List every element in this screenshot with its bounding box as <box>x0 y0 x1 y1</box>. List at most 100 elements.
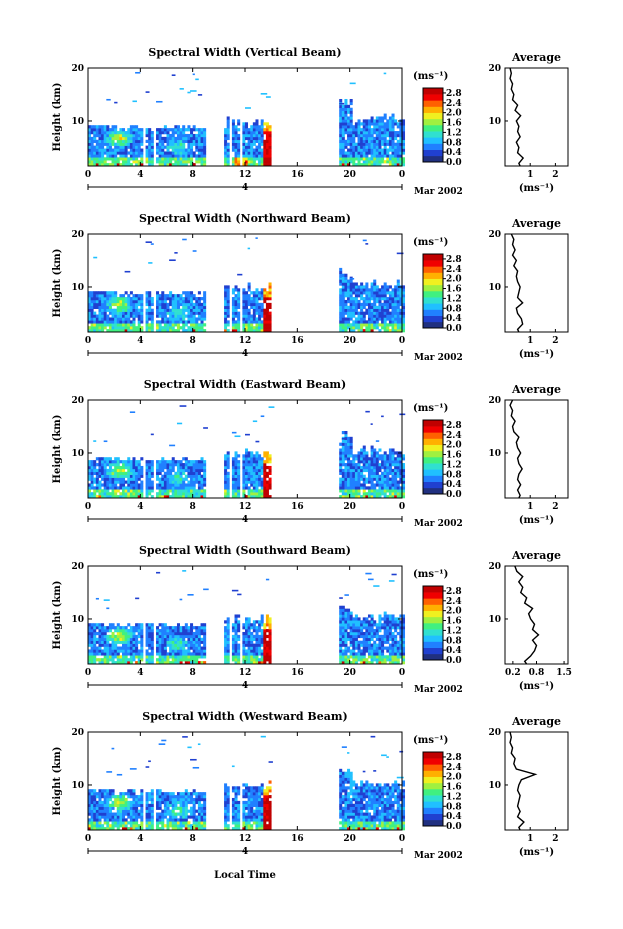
heatmap-cell <box>265 652 269 656</box>
heatmap-cell <box>145 652 149 656</box>
heatmap-cell <box>367 294 371 298</box>
heatmap-cell <box>399 288 403 292</box>
heatmap-cell <box>339 320 343 324</box>
heatmap-cell <box>116 133 120 138</box>
heatmap-cell <box>245 451 249 455</box>
heatmap-cell <box>367 131 371 135</box>
heatmap-cell <box>200 329 204 333</box>
heatmap-cell <box>114 291 118 295</box>
heatmap-cell <box>341 637 345 641</box>
heatmap-cell <box>200 655 204 659</box>
heatmap-cell <box>158 652 162 656</box>
heatmap-cell <box>98 163 102 167</box>
heatmap-cell <box>197 652 201 656</box>
heatmap-cell <box>265 294 269 298</box>
heatmap-cell <box>258 320 262 324</box>
heatmap-cell <box>90 125 94 129</box>
heatmap-cell <box>347 107 351 111</box>
heatmap-cell <box>357 314 361 318</box>
heatmap-cell <box>360 623 364 627</box>
heatmap-cell <box>367 163 371 167</box>
heatmap-cell <box>378 617 382 621</box>
heatmap-cell <box>381 623 385 627</box>
heatmap-cell <box>106 302 110 307</box>
heatmap-cell <box>103 320 107 324</box>
heatmap-cell <box>357 465 361 470</box>
heatmap-cell <box>93 291 97 295</box>
heatmap-cell <box>166 655 170 659</box>
heatmap-cell <box>265 634 269 639</box>
heatmap-cell <box>399 317 403 321</box>
heatmap-cell <box>171 329 175 333</box>
heatmap-cell <box>145 631 149 636</box>
heatmap-cell <box>383 305 387 309</box>
heatmap-cell <box>258 305 262 309</box>
heatmap-cell <box>140 320 144 324</box>
heatmap-cell <box>88 637 92 641</box>
heatmap-cell <box>373 620 377 624</box>
heatmap-cell <box>179 163 183 167</box>
heatmap-cell <box>394 323 398 327</box>
x-tick-label: 8 <box>190 336 196 346</box>
heatmap-cell <box>367 471 371 475</box>
panel-title: Spectral Width (Vertical Beam) <box>148 46 341 59</box>
heatmap-cell <box>347 471 351 475</box>
heatmap-cell <box>145 480 149 484</box>
heatmap-cell <box>137 629 141 633</box>
heatmap-cell <box>357 329 361 333</box>
heatmap-cell <box>135 634 139 639</box>
heatmap-cell <box>388 320 392 324</box>
heatmap-cell <box>176 160 180 164</box>
heatmap-cell <box>176 128 180 132</box>
heatmap-cell <box>169 640 173 644</box>
heatmap-cell <box>394 620 398 624</box>
heatmap-cell <box>166 317 170 321</box>
heatmap-cell <box>341 474 345 478</box>
heatmap-cell <box>347 442 351 446</box>
heatmap-cell <box>197 131 201 135</box>
heatmap-cell <box>370 131 374 135</box>
heatmap-cell <box>357 148 361 152</box>
heatmap-cell <box>88 631 92 636</box>
heatmap-cell <box>354 323 358 327</box>
heatmap-cell <box>103 486 107 490</box>
heatmap-cell <box>255 626 259 630</box>
heatmap-cell <box>156 465 160 470</box>
heatmap-cell <box>399 631 403 636</box>
heatmap-cell <box>135 661 139 665</box>
heatmap-cell <box>132 142 136 146</box>
heatmap-cell <box>258 317 262 321</box>
heatmap-cell <box>111 623 115 627</box>
heatmap-cell <box>88 308 92 312</box>
heatmap-cell <box>169 471 173 475</box>
heatmap-cell <box>150 486 154 490</box>
heatmap-cell <box>103 136 107 141</box>
heatmap-cell <box>116 302 120 307</box>
heatmap-cell <box>362 302 366 307</box>
heatmap-cell <box>265 489 269 493</box>
heatmap-cell <box>357 640 361 644</box>
heatmap-cell <box>124 154 128 158</box>
heatmap-cell <box>166 637 170 641</box>
heatmap-cell <box>258 626 262 630</box>
heatmap-cell <box>370 614 374 618</box>
heatmap-cell <box>88 314 92 318</box>
heatmap-cell <box>140 317 144 321</box>
heatmap-cell <box>349 655 353 659</box>
heatmap-cell <box>402 305 406 309</box>
heatmap-cell <box>129 411 136 413</box>
heatmap-cell <box>383 463 387 467</box>
heatmap-cell <box>95 329 99 333</box>
heatmap-cell <box>237 649 241 653</box>
heatmap-cell <box>399 463 403 467</box>
heatmap-cell <box>365 572 372 575</box>
heatmap-cell <box>140 646 144 650</box>
heatmap-cell <box>137 492 141 496</box>
heatmap-cell <box>119 626 123 630</box>
heatmap-cell <box>226 142 230 146</box>
heatmap-cell <box>349 157 353 161</box>
heatmap-cell <box>184 631 188 636</box>
heatmap-cell <box>195 471 199 475</box>
heatmap-cell <box>344 110 348 114</box>
heatmap-cell <box>352 302 356 307</box>
